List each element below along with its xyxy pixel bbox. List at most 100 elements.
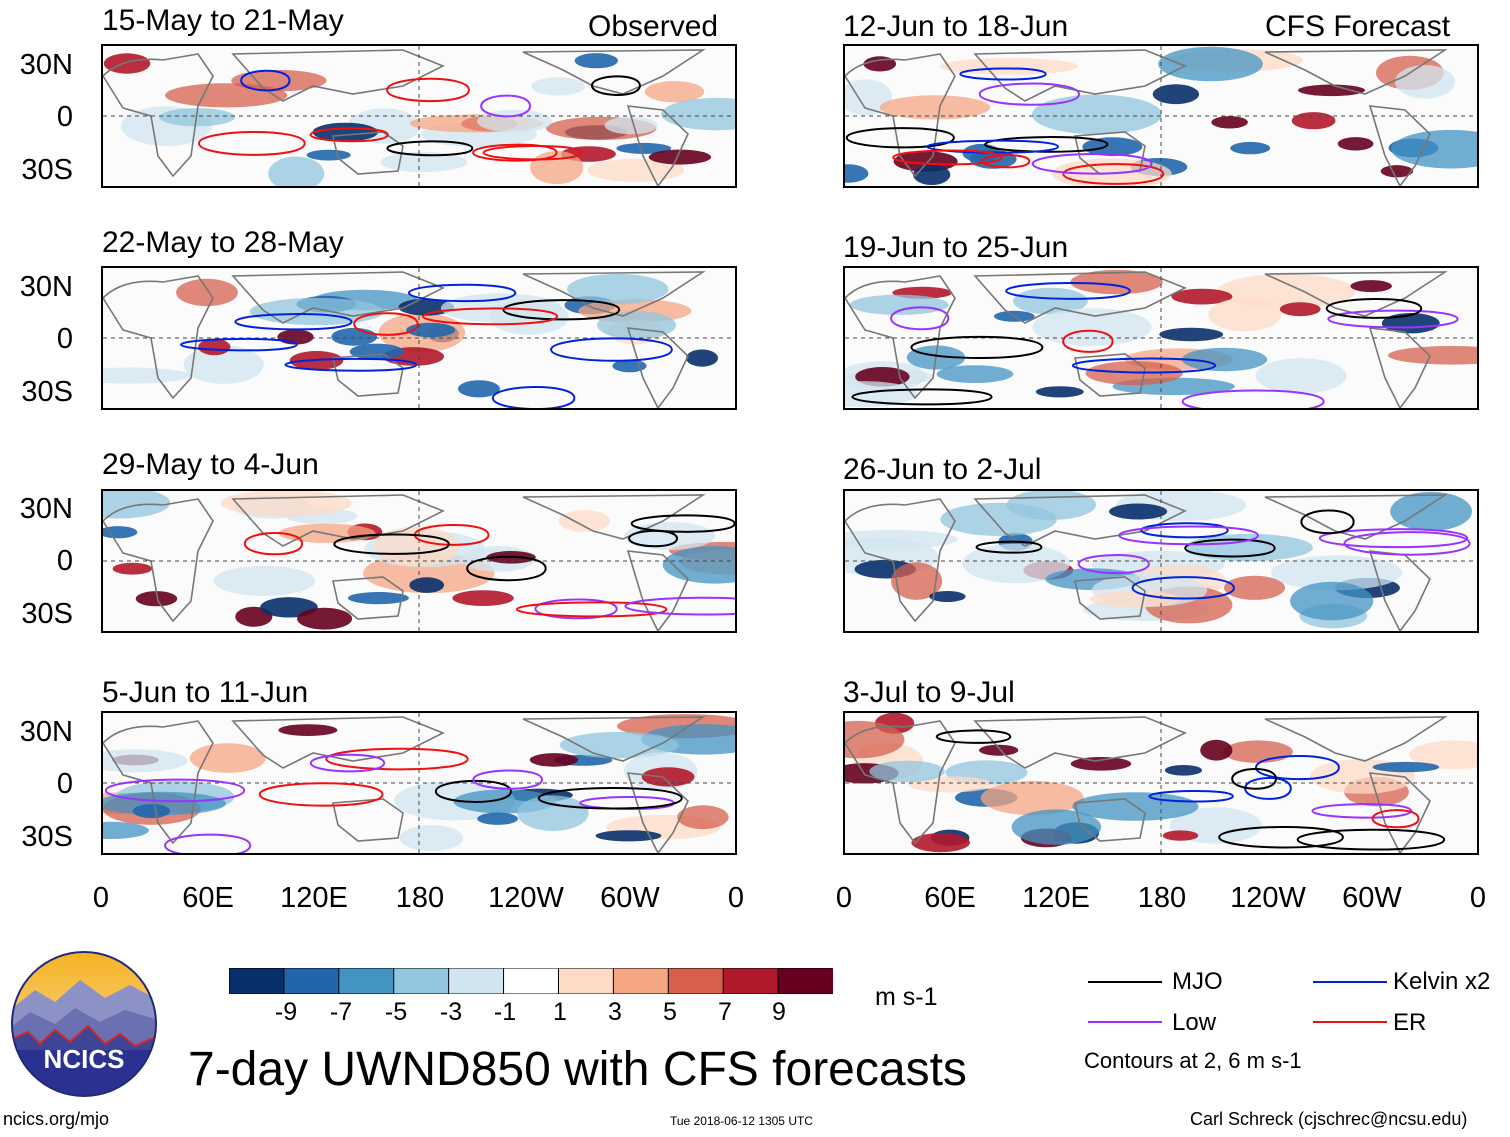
- anomaly-shading: [409, 577, 445, 593]
- filter-contour: [1140, 522, 1229, 539]
- map-canvas: [103, 491, 735, 631]
- coastline: [231, 494, 445, 547]
- anomaly-shading: [891, 562, 943, 600]
- anomaly-shading: [189, 743, 266, 773]
- anomaly-shading: [1337, 137, 1374, 151]
- lon-label: 60E: [924, 882, 976, 914]
- anomaly-shading: [1271, 555, 1403, 591]
- anomaly-shading: [1082, 137, 1143, 157]
- anomaly-shading: [1200, 739, 1233, 761]
- anomaly-shading: [331, 327, 378, 346]
- map-canvas: [845, 46, 1477, 186]
- filter-contour: [1244, 776, 1292, 800]
- anomaly-shading: [531, 77, 586, 96]
- filter-contour: [1062, 163, 1165, 185]
- lon-label: 0: [835, 882, 853, 914]
- anomaly-shading: [913, 164, 951, 185]
- anomaly-shading: [278, 724, 338, 736]
- filter-contour: [407, 283, 517, 303]
- anomaly-shading: [268, 156, 325, 186]
- lat-label: 30S: [21, 376, 73, 408]
- filter-contour: [978, 82, 1081, 106]
- panel-title-fc-4: 3-Jul to 9-Jul: [843, 676, 1015, 709]
- anomaly-shading: [213, 565, 316, 596]
- anomaly-shading: [1152, 84, 1200, 105]
- filter-contour: [845, 127, 955, 149]
- anomaly-shading: [1109, 503, 1168, 520]
- colorbar-tick-label: -7: [329, 998, 353, 1026]
- filter-contour: [981, 154, 1031, 169]
- colorbar-swatch: [722, 967, 780, 995]
- filter-contour: [537, 787, 683, 810]
- map-canvas: [845, 713, 1477, 853]
- filter-contour: [1371, 809, 1420, 829]
- filter-contour: [491, 386, 576, 408]
- filter-contour: [197, 130, 306, 156]
- lat-label: 30N: [19, 493, 73, 525]
- anomaly-shading: [929, 591, 966, 602]
- filter-contour: [333, 533, 450, 555]
- coastline: [1264, 49, 1448, 95]
- filter-contour: [550, 337, 673, 362]
- anomaly-shading: [624, 522, 715, 550]
- anomaly-shading: [1211, 116, 1248, 129]
- contour-note: Contours at 2, 6 m s-1: [1084, 1048, 1302, 1073]
- filter-contour: [1184, 538, 1276, 558]
- filter-contour: [1077, 554, 1150, 575]
- filter-contour: [179, 337, 298, 352]
- filter-contour: [926, 139, 1060, 154]
- filter-contour: [164, 833, 252, 853]
- filter-contour: [984, 136, 1109, 153]
- anomaly-shading: [103, 749, 188, 773]
- forecast-label: CFS Forecast: [1265, 10, 1451, 43]
- legend-line-low: [1088, 1021, 1162, 1023]
- anomaly-shading: [183, 345, 264, 384]
- anomaly-shading: [1290, 581, 1374, 621]
- filter-contour: [1148, 789, 1234, 803]
- anomaly-shading: [1350, 280, 1392, 293]
- lat-label: 0: [56, 101, 73, 133]
- anomaly-shading: [1224, 575, 1285, 600]
- anomaly-shading: [452, 590, 514, 606]
- coastline: [522, 494, 706, 540]
- logo-text: NCICS: [44, 1044, 125, 1074]
- anomaly-shading: [1164, 765, 1203, 776]
- anomaly-shading: [641, 767, 695, 787]
- map-panel-observed-2: [101, 266, 737, 410]
- coastline: [1368, 327, 1431, 408]
- anomaly-shading: [176, 278, 238, 307]
- colorbar-swatch: [557, 967, 615, 995]
- anomaly-shading: [297, 607, 353, 630]
- filter-contour: [534, 598, 618, 620]
- coastline: [332, 798, 404, 842]
- filter-contour: [480, 94, 532, 118]
- anomaly-shading: [574, 53, 618, 69]
- coastline: [522, 716, 706, 762]
- anomaly-shading: [1089, 590, 1181, 608]
- anomaly-shading: [1395, 65, 1455, 99]
- anomaly-shading: [686, 349, 718, 367]
- filter-contour: [628, 529, 679, 548]
- colorbar-tick-label: -3: [439, 998, 463, 1026]
- map-panel-observed-1: [101, 44, 737, 188]
- filter-contour: [910, 335, 1044, 359]
- filter-contour: [234, 313, 353, 331]
- anomaly-shading: [1032, 308, 1152, 346]
- anomaly-shading: [103, 53, 151, 74]
- filter-contour: [353, 312, 419, 336]
- coastline: [1264, 271, 1448, 317]
- anomaly-shading: [1223, 740, 1293, 763]
- anomaly-shading: [1380, 165, 1414, 178]
- coastline: [1074, 576, 1146, 620]
- filter-contour: [975, 540, 1043, 554]
- lat-label: 0: [56, 768, 73, 800]
- anomaly-shading: [347, 592, 409, 605]
- coastline: [626, 105, 689, 186]
- colorbar-tick-label: -1: [493, 998, 517, 1026]
- observed-label: Observed: [588, 10, 719, 43]
- lon-label: 120E: [280, 882, 348, 914]
- lat-label: 0: [56, 545, 73, 577]
- colorbar-tick-label: 9: [772, 998, 786, 1026]
- anomaly-shading: [1298, 84, 1365, 97]
- colorbar-tick-label: 1: [553, 998, 567, 1026]
